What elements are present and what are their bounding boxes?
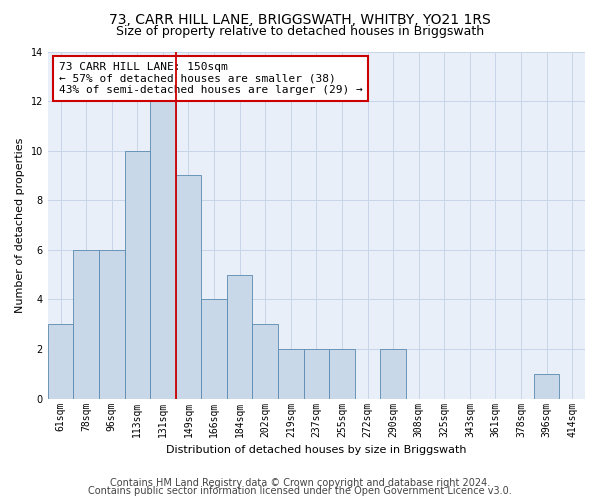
Bar	[73, 250, 99, 398]
Bar	[278, 349, 304, 399]
Bar	[227, 274, 253, 398]
Text: Contains public sector information licensed under the Open Government Licence v3: Contains public sector information licen…	[88, 486, 512, 496]
Bar	[99, 250, 125, 398]
Bar	[329, 349, 355, 399]
Bar	[125, 150, 150, 398]
Bar	[534, 374, 559, 398]
Bar	[48, 324, 73, 398]
Bar	[304, 349, 329, 399]
Text: 73, CARR HILL LANE, BRIGGSWATH, WHITBY, YO21 1RS: 73, CARR HILL LANE, BRIGGSWATH, WHITBY, …	[109, 12, 491, 26]
Bar	[201, 300, 227, 398]
Bar	[380, 349, 406, 399]
Bar	[176, 176, 201, 398]
Text: 73 CARR HILL LANE: 150sqm
← 57% of detached houses are smaller (38)
43% of semi-: 73 CARR HILL LANE: 150sqm ← 57% of detac…	[59, 62, 362, 95]
Text: Contains HM Land Registry data © Crown copyright and database right 2024.: Contains HM Land Registry data © Crown c…	[110, 478, 490, 488]
Bar	[253, 324, 278, 398]
X-axis label: Distribution of detached houses by size in Briggswath: Distribution of detached houses by size …	[166, 445, 467, 455]
Bar	[150, 101, 176, 398]
Text: Size of property relative to detached houses in Briggswath: Size of property relative to detached ho…	[116, 25, 484, 38]
Y-axis label: Number of detached properties: Number of detached properties	[15, 138, 25, 313]
